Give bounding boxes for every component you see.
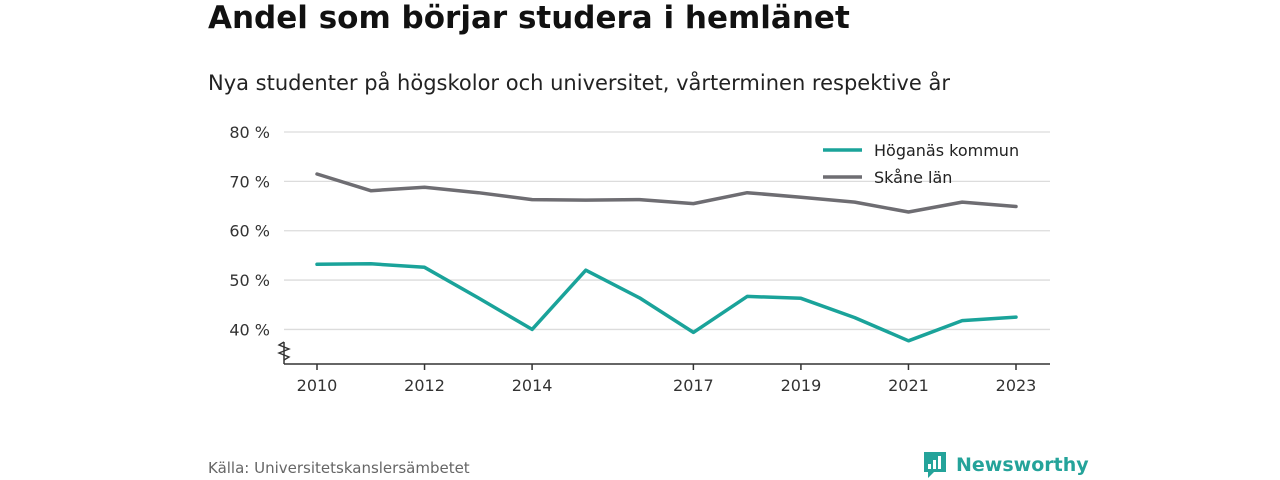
brand-name: Newsworthy: [956, 454, 1089, 476]
legend: Höganäs kommun Skåne län: [823, 141, 1019, 187]
newsworthy-logo-icon: [924, 452, 946, 478]
x-axis: 2010 2012 2014 2017 2019 2021 2023: [277, 341, 1050, 395]
brand-logo: Newsworthy: [922, 450, 1089, 480]
y-tick-label: 50 %: [229, 271, 270, 290]
x-tick-label: 2014: [512, 376, 553, 395]
y-tick-label: 70 %: [229, 172, 270, 191]
chart-title: Andel som börjar studera i hemlänet: [208, 0, 850, 36]
x-tick-label: 2017: [673, 376, 714, 395]
line-chart: 40 %50 %60 %70 %80 % 2010 2012 2014 2017 201…: [229, 123, 1050, 395]
series-line-1: [315, 172, 1018, 214]
x-tick-label: 2012: [404, 376, 445, 395]
chart-subtitle: Nya studenter på högskolor och universit…: [208, 71, 950, 95]
source-note: Källa: Universitetskanslersämbetet: [208, 459, 470, 477]
x-tick-label: 2019: [781, 376, 822, 395]
y-tick-label: 60 %: [229, 222, 270, 241]
y-tick-label: 80 %: [229, 123, 270, 142]
series-line-0: [315, 262, 1018, 343]
series-lines: [315, 172, 1018, 343]
axis-break-icon: [277, 341, 291, 361]
x-tick-label: 2010: [297, 376, 338, 395]
x-tick-label: 2021: [888, 376, 929, 395]
grid-lines: [284, 131, 1050, 331]
y-axis-ticks: 40 % 50 % 60 % 70 % 80 %: [229, 123, 270, 339]
x-tick-label: 2023: [996, 376, 1037, 395]
legend-label: Skåne län: [874, 168, 952, 187]
legend-label: Höganäs kommun: [874, 141, 1019, 160]
y-tick-label: 40 %: [229, 320, 270, 339]
